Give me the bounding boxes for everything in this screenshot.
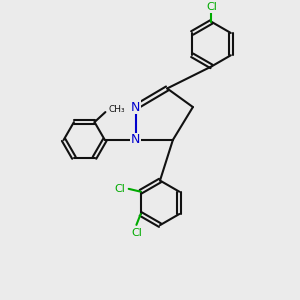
Text: Cl: Cl: [131, 228, 142, 238]
Text: N: N: [131, 100, 140, 113]
Text: CH₃: CH₃: [109, 105, 125, 114]
Text: N: N: [131, 134, 140, 146]
Text: Cl: Cl: [115, 184, 125, 194]
Text: Cl: Cl: [206, 2, 217, 12]
